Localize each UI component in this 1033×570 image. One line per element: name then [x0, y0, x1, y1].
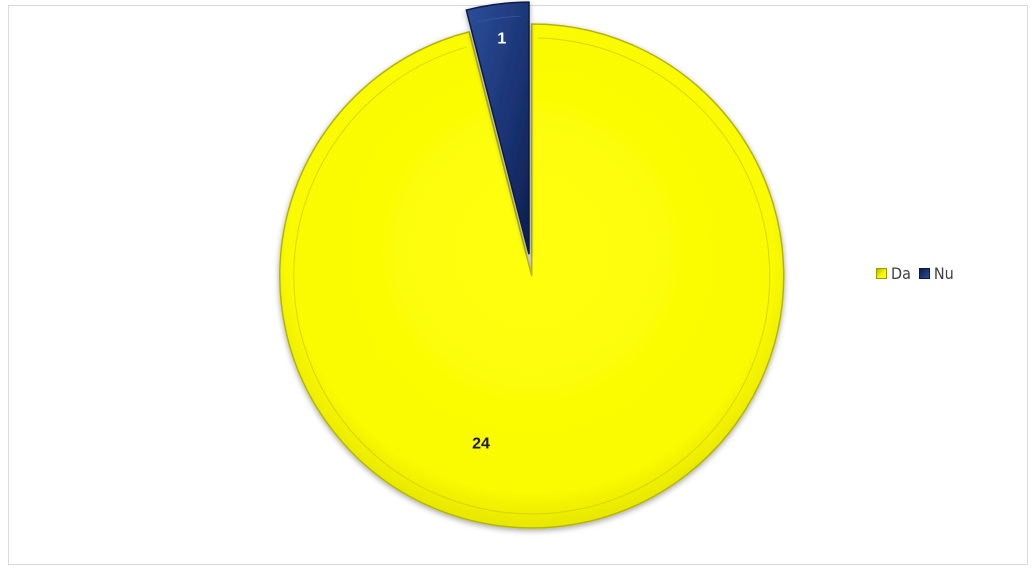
data-label-da: 24: [472, 436, 490, 453]
legend-label-da: Da: [891, 264, 911, 283]
legend-item-da[interactable]: Da: [876, 264, 911, 283]
slice-da[interactable]: [279, 23, 785, 529]
legend: Da Nu: [876, 264, 954, 283]
slice-da-bevel: [293, 37, 771, 515]
data-label-nu: 1: [497, 30, 506, 47]
legend-item-nu[interactable]: Nu: [918, 264, 954, 283]
legend-swatch-nu: [918, 268, 930, 279]
legend-label-nu: Nu: [933, 264, 954, 283]
slice-nu[interactable]: [465, 1, 530, 255]
legend-swatch-da: [876, 268, 887, 279]
slice-nu-bevel: [477, 15, 521, 23]
